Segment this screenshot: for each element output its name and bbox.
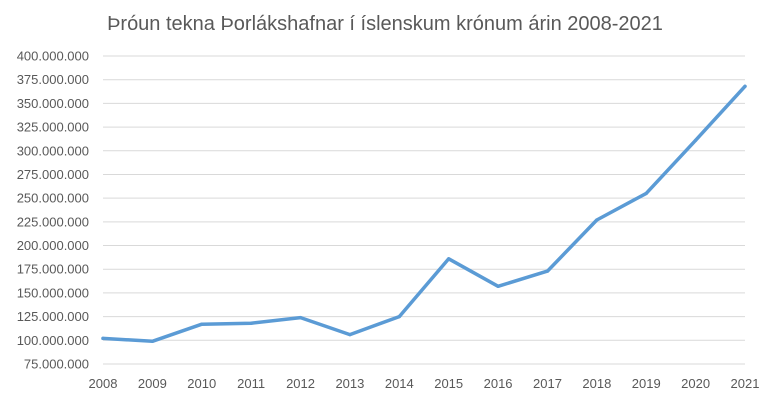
data-point-2014 bbox=[397, 315, 401, 319]
x-tick-label-2016: 2016 bbox=[484, 376, 513, 391]
y-tick-label-7: 250.000.000 bbox=[17, 191, 89, 206]
y-tick-label-8: 275.000.000 bbox=[17, 167, 89, 182]
y-tick-label-3: 150.000.000 bbox=[17, 285, 89, 300]
x-tick-label-2012: 2012 bbox=[286, 376, 315, 391]
y-tick-label-12: 375.000.000 bbox=[17, 72, 89, 87]
x-tick-label-2018: 2018 bbox=[582, 376, 611, 391]
data-point-2019 bbox=[644, 191, 648, 196]
y-tick-label-0: 75.000.000 bbox=[24, 357, 89, 372]
y-tick-label-9: 300.000.000 bbox=[17, 143, 89, 158]
x-tick-label-2014: 2014 bbox=[385, 376, 414, 391]
x-tick-label-2010: 2010 bbox=[187, 376, 216, 391]
x-tick-label-2015: 2015 bbox=[434, 376, 463, 391]
x-tick-label-2011: 2011 bbox=[237, 376, 265, 391]
y-tick-label-4: 175.000.000 bbox=[17, 262, 89, 277]
chart-title: Þróun tekna Þorlákshafnar í íslenskum kr… bbox=[107, 13, 663, 35]
y-tick-label-11: 350.000.000 bbox=[17, 96, 89, 111]
data-point-2020 bbox=[694, 138, 698, 142]
data-point-2011 bbox=[249, 321, 253, 325]
data-point-2010 bbox=[200, 322, 204, 326]
data-point-2009 bbox=[150, 339, 154, 343]
y-axis-tick-labels: 75.000.000 100.000.000 125.000.000 150.000.… bbox=[17, 49, 89, 372]
x-tick-label-2021: 2021 bbox=[731, 376, 760, 391]
y-tick-label-6: 225.000.000 bbox=[17, 214, 89, 229]
series-group bbox=[101, 84, 747, 344]
data-point-2008 bbox=[101, 336, 105, 341]
y-tick-label-5: 200.000.000 bbox=[17, 238, 89, 253]
data-point-2021 bbox=[743, 84, 747, 88]
data-point-2017 bbox=[545, 269, 550, 273]
y-tick-label-2: 125.000.000 bbox=[17, 309, 89, 324]
x-tick-label-2009: 2009 bbox=[138, 376, 167, 391]
series-line-0 bbox=[101, 84, 747, 344]
x-tick-label-2017: 2017 bbox=[533, 376, 562, 391]
x-axis-tick-labels: 2008 2009 2010 2011 2012 2013 2014 2015 2016 2017… bbox=[89, 376, 760, 391]
data-point-2018 bbox=[595, 218, 599, 222]
data-point-2016 bbox=[496, 284, 500, 288]
gridlines bbox=[103, 55, 745, 365]
x-tick-label-2019: 2019 bbox=[632, 376, 661, 391]
x-tick-label-2008: 2008 bbox=[89, 376, 118, 391]
x-tick-label-2013: 2013 bbox=[335, 376, 364, 391]
data-point-2015 bbox=[447, 257, 451, 261]
y-tick-label-13: 400.000.000 bbox=[17, 49, 89, 64]
y-tick-label-10: 325.000.000 bbox=[17, 120, 89, 135]
y-tick-label-1: 100.000.000 bbox=[17, 333, 89, 348]
data-point-2012 bbox=[298, 315, 303, 320]
data-point-2013 bbox=[348, 333, 352, 337]
x-tick-label-2020: 2020 bbox=[681, 376, 710, 391]
